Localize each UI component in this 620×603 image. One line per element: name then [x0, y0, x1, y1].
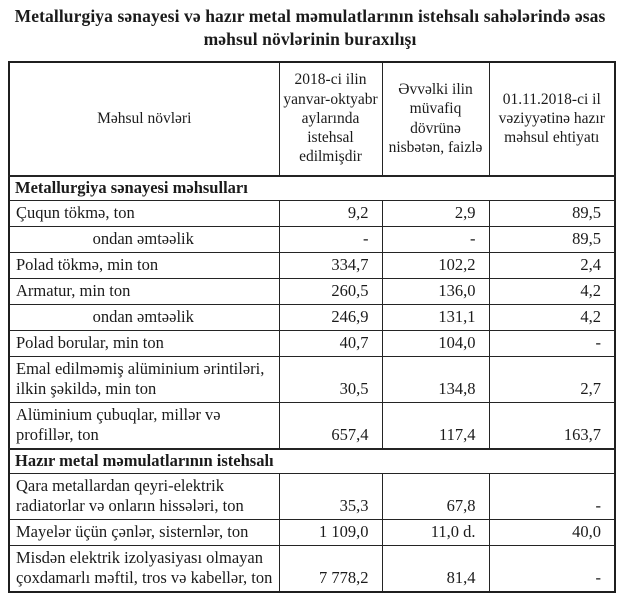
- change-cell: 81,4: [381, 544, 490, 592]
- section-header-finished-metal: Hazır metal məmulatlarının istehsalı: [8, 447, 616, 474]
- produced-cell: 9,2: [278, 199, 383, 227]
- table-row: Alüminium çubuqlar, millər və profillər,…: [8, 401, 616, 449]
- table-row: Polad borular, min ton 40,7 104,0 -: [8, 329, 616, 357]
- change-cell: 131,1: [381, 303, 490, 331]
- table-row: Qara metallardan qeyri-elektrik radiator…: [8, 472, 616, 520]
- stock-cell: 4,2: [488, 277, 616, 305]
- table-row: Çuqun tökmə, ton 9,2 2,9 89,5: [8, 199, 616, 227]
- produced-cell: 246,9: [278, 303, 383, 331]
- section-title: Hazır metal məmulatlarının istehsalı: [8, 447, 616, 474]
- stock-cell: -: [488, 329, 616, 357]
- produced-cell: 7 778,2: [278, 544, 383, 592]
- change-cell: 104,0: [381, 329, 490, 357]
- product-name-cell: Misdən elektrik izolyasiyası olmayan çox…: [8, 544, 280, 592]
- change-cell: 67,8: [381, 472, 490, 520]
- change-cell: 134,8: [381, 355, 490, 403]
- change-cell: -: [381, 225, 490, 253]
- stock-cell: 163,7: [488, 401, 616, 449]
- table-row: Emal edilməmiş alüminium ərintiləri, ilk…: [8, 355, 616, 403]
- product-name-cell: Polad tökmə, min ton: [8, 251, 280, 279]
- stock-cell: 2,4: [488, 251, 616, 279]
- stock-cell: -: [488, 472, 616, 520]
- stock-cell: -: [488, 544, 616, 592]
- change-cell: 2,9: [381, 199, 490, 227]
- product-name-cell: Armatur, min ton: [8, 277, 280, 305]
- column-header-product: Məhsul növləri: [8, 61, 280, 176]
- stock-cell: 89,5: [488, 199, 616, 227]
- table-row: Mayelər üçün çənlər, sisternlər, ton 1 1…: [8, 518, 616, 546]
- stock-cell: 2,7: [488, 355, 616, 403]
- produced-cell: -: [278, 225, 383, 253]
- table-row: Polad tökmə, min ton 334,7 102,2 2,4: [8, 251, 616, 279]
- produced-cell: 1 109,0: [278, 518, 383, 546]
- page-title: Metallurgiya sənayesi və hazır metal məm…: [14, 6, 606, 49]
- production-table: Məhsul növləri 2018-ci ilin yanvar-oktya…: [8, 60, 616, 593]
- stock-cell: 89,5: [488, 225, 616, 253]
- column-header-change: Əvvəlki ilin müvafiq dövrünə nisbətən, f…: [381, 61, 490, 176]
- change-cell: 11,0 d.: [381, 518, 490, 546]
- product-name-cell: ondan əmtəəlik: [8, 303, 280, 331]
- product-name-cell: Qara metallardan qeyri-elektrik radiator…: [8, 472, 280, 520]
- product-name-cell: Polad borular, min ton: [8, 329, 280, 357]
- table-row: ondan əmtəəlik - - 89,5: [8, 225, 616, 253]
- produced-cell: 35,3: [278, 472, 383, 520]
- change-cell: 102,2: [381, 251, 490, 279]
- produced-cell: 334,7: [278, 251, 383, 279]
- product-name-cell: ondan əmtəəlik: [8, 225, 280, 253]
- column-header-stock: 01.11.2018-ci il vəziyyətinə hazır məhsu…: [488, 61, 616, 176]
- section-title: Metallurgiya sənayesi məhsulları: [8, 174, 616, 201]
- table-header-row: Məhsul növləri 2018-ci ilin yanvar-oktya…: [8, 61, 616, 176]
- stock-cell: 40,0: [488, 518, 616, 546]
- table-row: ondan əmtəəlik 246,9 131,1 4,2: [8, 303, 616, 331]
- product-name-cell: Mayelər üçün çənlər, sisternlər, ton: [8, 518, 280, 546]
- change-cell: 136,0: [381, 277, 490, 305]
- product-name-cell: Çuqun tökmə, ton: [8, 199, 280, 227]
- change-cell: 117,4: [381, 401, 490, 449]
- table-row: Armatur, min ton 260,5 136,0 4,2: [8, 277, 616, 305]
- produced-cell: 260,5: [278, 277, 383, 305]
- product-name-cell: Emal edilməmiş alüminium ərintiləri, ilk…: [8, 355, 280, 403]
- produced-cell: 40,7: [278, 329, 383, 357]
- column-header-produced: 2018-ci ilin yanvar-oktyabr aylarında is…: [278, 61, 383, 176]
- section-header-metallurgy: Metallurgiya sənayesi məhsulları: [8, 174, 616, 201]
- produced-cell: 657,4: [278, 401, 383, 449]
- product-name-cell: Alüminium çubuqlar, millər və profillər,…: [8, 401, 280, 449]
- produced-cell: 30,5: [278, 355, 383, 403]
- table-row: Misdən elektrik izolyasiyası olmayan çox…: [8, 544, 616, 592]
- stock-cell: 4,2: [488, 303, 616, 331]
